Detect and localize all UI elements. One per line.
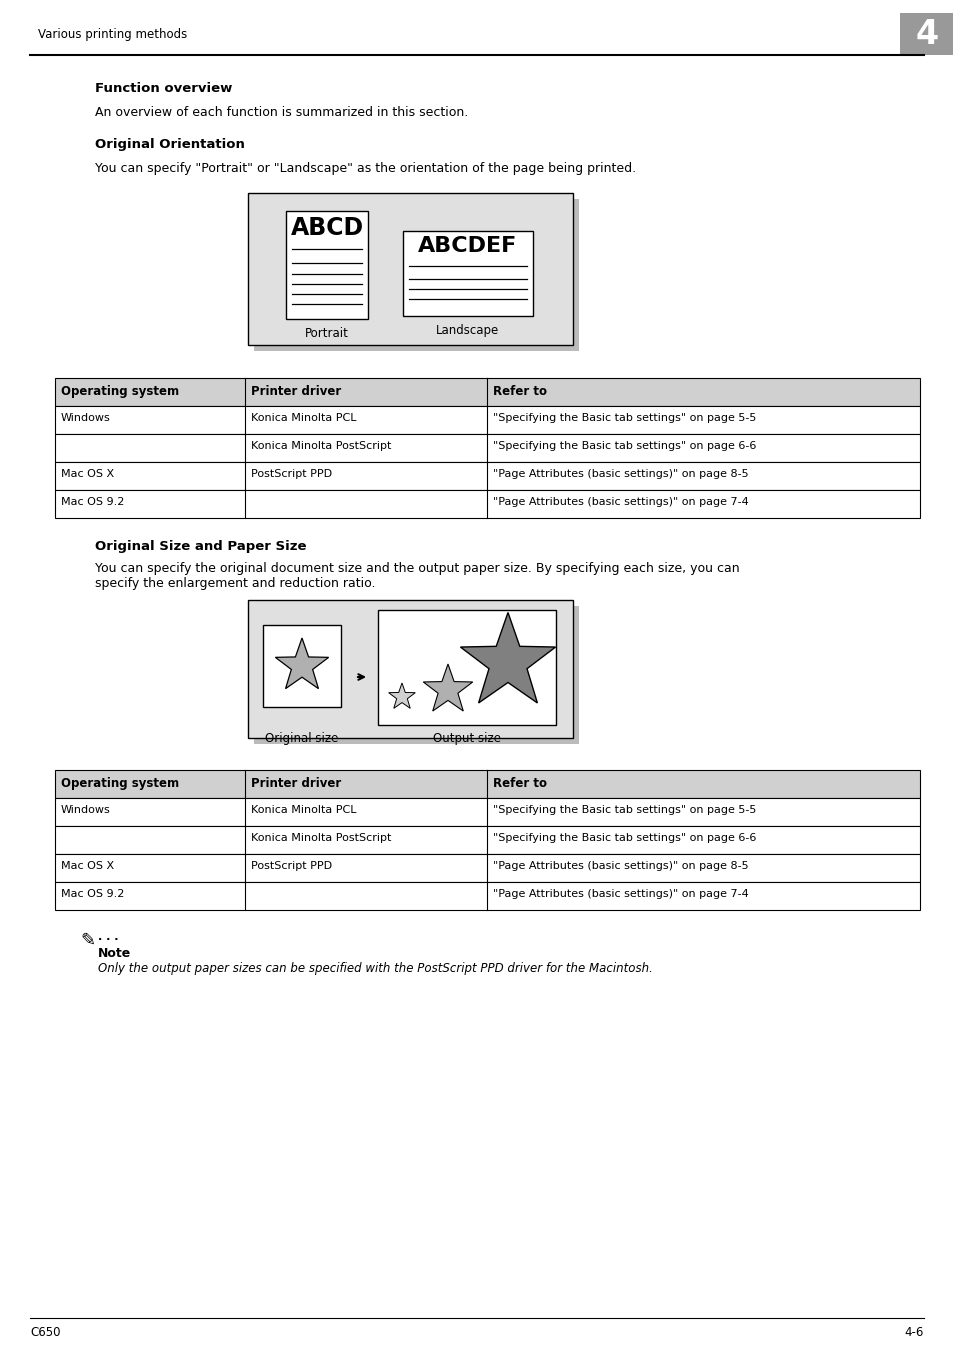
Text: Note: Note (98, 946, 132, 960)
FancyBboxPatch shape (248, 599, 573, 738)
Text: You can specify the original document size and the output paper size. By specify: You can specify the original document si… (95, 562, 739, 575)
Text: PostScript PPD: PostScript PPD (251, 468, 332, 479)
Text: ABCD: ABCD (290, 216, 363, 240)
Text: Mac OS X: Mac OS X (61, 468, 114, 479)
FancyBboxPatch shape (55, 826, 919, 855)
Text: Original size: Original size (265, 732, 338, 745)
Text: Operating system: Operating system (61, 778, 179, 790)
Text: ✎: ✎ (80, 931, 95, 950)
FancyBboxPatch shape (55, 769, 919, 798)
Text: "Page Attributes (basic settings)" on page 7-4: "Page Attributes (basic settings)" on pa… (493, 497, 748, 508)
FancyBboxPatch shape (55, 490, 919, 518)
Text: Mac OS 9.2: Mac OS 9.2 (61, 497, 124, 508)
Text: Konica Minolta PostScript: Konica Minolta PostScript (251, 441, 392, 451)
FancyBboxPatch shape (55, 433, 919, 462)
Text: Original Size and Paper Size: Original Size and Paper Size (95, 540, 306, 553)
FancyBboxPatch shape (253, 198, 578, 351)
Text: You can specify "Portrait" or "Landscape" as the orientation of the page being p: You can specify "Portrait" or "Landscape… (95, 162, 636, 176)
Text: "Specifying the Basic tab settings" on page 6-6: "Specifying the Basic tab settings" on p… (493, 441, 756, 451)
FancyBboxPatch shape (55, 882, 919, 910)
Text: 4: 4 (915, 18, 938, 51)
Text: Konica Minolta PCL: Konica Minolta PCL (251, 413, 356, 423)
Polygon shape (275, 639, 328, 688)
Text: C650: C650 (30, 1326, 60, 1339)
Text: Refer to: Refer to (493, 778, 547, 790)
Text: Konica Minolta PCL: Konica Minolta PCL (251, 805, 356, 815)
Text: Windows: Windows (61, 413, 111, 423)
FancyBboxPatch shape (55, 378, 919, 406)
Text: "Specifying the Basic tab settings" on page 5-5: "Specifying the Basic tab settings" on p… (493, 413, 756, 423)
Text: Only the output paper sizes can be specified with the PostScript PPD driver for : Only the output paper sizes can be speci… (98, 963, 652, 975)
Text: specify the enlargement and reduction ratio.: specify the enlargement and reduction ra… (95, 576, 375, 590)
Text: Portrait: Portrait (305, 327, 349, 340)
Text: Original Orientation: Original Orientation (95, 138, 245, 151)
FancyBboxPatch shape (899, 14, 953, 55)
FancyBboxPatch shape (248, 193, 573, 346)
FancyBboxPatch shape (377, 610, 556, 725)
FancyBboxPatch shape (55, 855, 919, 882)
Text: Windows: Windows (61, 805, 111, 815)
Text: Refer to: Refer to (493, 385, 547, 398)
Text: PostScript PPD: PostScript PPD (251, 861, 332, 871)
Text: ABCDEF: ABCDEF (418, 236, 517, 256)
Polygon shape (423, 664, 473, 711)
Polygon shape (388, 683, 415, 709)
Text: . . .: . . . (98, 931, 118, 942)
Text: "Page Attributes (basic settings)" on page 8-5: "Page Attributes (basic settings)" on pa… (493, 468, 748, 479)
Text: Function overview: Function overview (95, 82, 233, 94)
Text: 4-6: 4-6 (903, 1326, 923, 1339)
FancyBboxPatch shape (263, 625, 340, 707)
Text: Mac OS 9.2: Mac OS 9.2 (61, 890, 124, 899)
Text: Landscape: Landscape (436, 324, 499, 338)
FancyBboxPatch shape (55, 462, 919, 490)
Text: Output size: Output size (433, 732, 500, 745)
Text: Various printing methods: Various printing methods (38, 28, 187, 40)
Text: Konica Minolta PostScript: Konica Minolta PostScript (251, 833, 392, 842)
Text: "Specifying the Basic tab settings" on page 6-6: "Specifying the Basic tab settings" on p… (493, 833, 756, 842)
Text: "Specifying the Basic tab settings" on page 5-5: "Specifying the Basic tab settings" on p… (493, 805, 756, 815)
FancyBboxPatch shape (55, 406, 919, 433)
Text: Printer driver: Printer driver (251, 778, 341, 790)
Text: "Page Attributes (basic settings)" on page 8-5: "Page Attributes (basic settings)" on pa… (493, 861, 748, 871)
Text: An overview of each function is summarized in this section.: An overview of each function is summariz… (95, 107, 468, 119)
Text: "Page Attributes (basic settings)" on page 7-4: "Page Attributes (basic settings)" on pa… (493, 890, 748, 899)
FancyBboxPatch shape (253, 606, 578, 744)
Text: Printer driver: Printer driver (251, 385, 341, 398)
Text: Mac OS X: Mac OS X (61, 861, 114, 871)
Polygon shape (460, 613, 555, 703)
Text: Operating system: Operating system (61, 385, 179, 398)
FancyBboxPatch shape (402, 231, 533, 316)
FancyBboxPatch shape (55, 798, 919, 826)
FancyBboxPatch shape (286, 211, 368, 319)
